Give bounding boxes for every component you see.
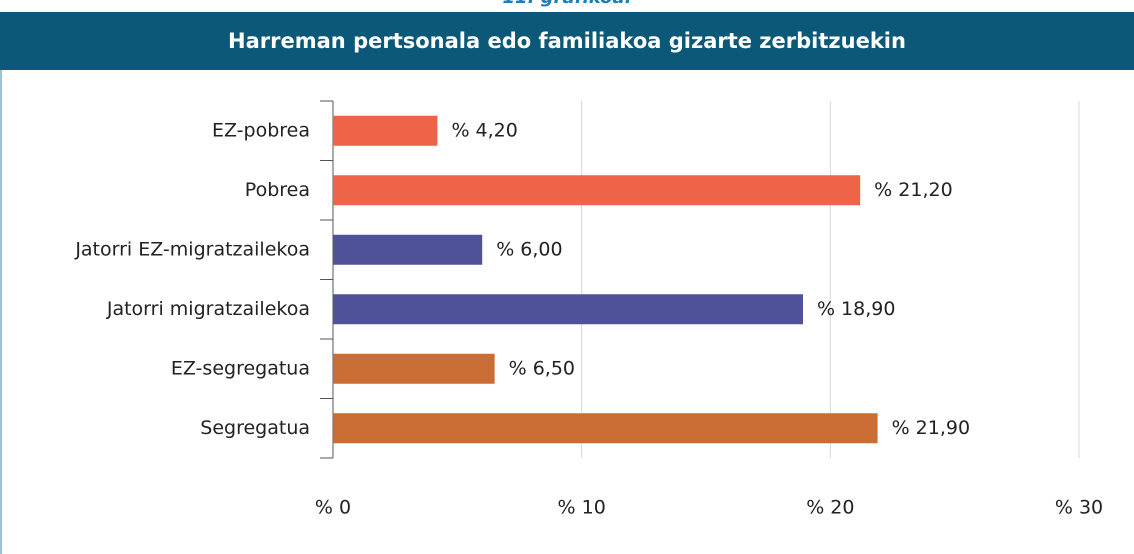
x-tick-label: % 30 <box>1055 497 1103 519</box>
y-tick-label: EZ-pobrea <box>212 119 310 141</box>
value-label: % 21,20 <box>874 179 953 201</box>
bar <box>333 353 495 384</box>
chart-caption: 11. grafikoa. <box>503 0 632 8</box>
y-tick-label: Segregatua <box>200 417 310 439</box>
bar <box>333 175 861 206</box>
value-label: % 21,90 <box>892 417 971 439</box>
x-tick-label: % 10 <box>558 497 606 519</box>
x-tick-label: % 20 <box>806 497 854 519</box>
bar <box>333 115 438 146</box>
chart-title: Harreman pertsonala edo familiakoa gizar… <box>228 29 906 53</box>
y-tick-label: Jatorri migratzailekoa <box>106 298 310 320</box>
y-tick-label: EZ-segregatua <box>171 357 310 379</box>
value-label: % 6,00 <box>496 238 562 260</box>
value-label: % 6,50 <box>509 357 575 379</box>
y-tick-label: Pobrea <box>245 179 310 201</box>
x-tick-label: % 0 <box>315 497 351 519</box>
bar <box>333 413 878 444</box>
title-band <box>0 12 1134 70</box>
value-label: % 4,20 <box>451 119 517 141</box>
value-label: % 18,90 <box>817 298 896 320</box>
y-tick-label: Jatorri EZ-migratzailekoa <box>74 238 310 260</box>
bar <box>333 294 803 325</box>
bar <box>333 234 483 265</box>
